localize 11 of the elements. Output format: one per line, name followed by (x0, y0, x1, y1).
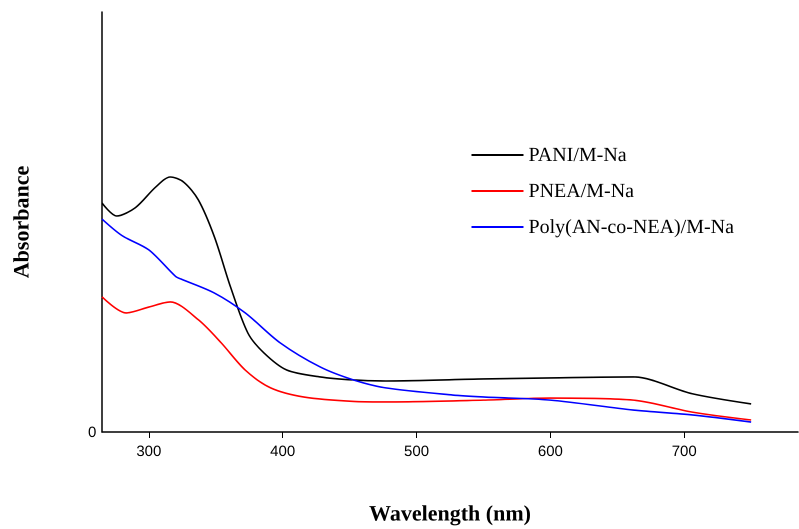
x-tick-label: 400 (270, 443, 296, 460)
x-tick-label: 700 (672, 443, 697, 460)
legend-label: PANI/M-Na (528, 144, 627, 166)
text: 0 (88, 424, 96, 441)
legend-label: PNEA/M-Na (528, 180, 634, 202)
x-tick-label: 300 (136, 443, 162, 460)
legend-label: Poly(AN-co-NEA)/M-Na (528, 216, 734, 238)
x-tick-label: 500 (404, 443, 430, 460)
x-tick-label: 600 (538, 443, 563, 460)
y-axis-title: Absorbance (8, 166, 34, 278)
x-axis-title: Wavelength (nm) (369, 500, 531, 526)
